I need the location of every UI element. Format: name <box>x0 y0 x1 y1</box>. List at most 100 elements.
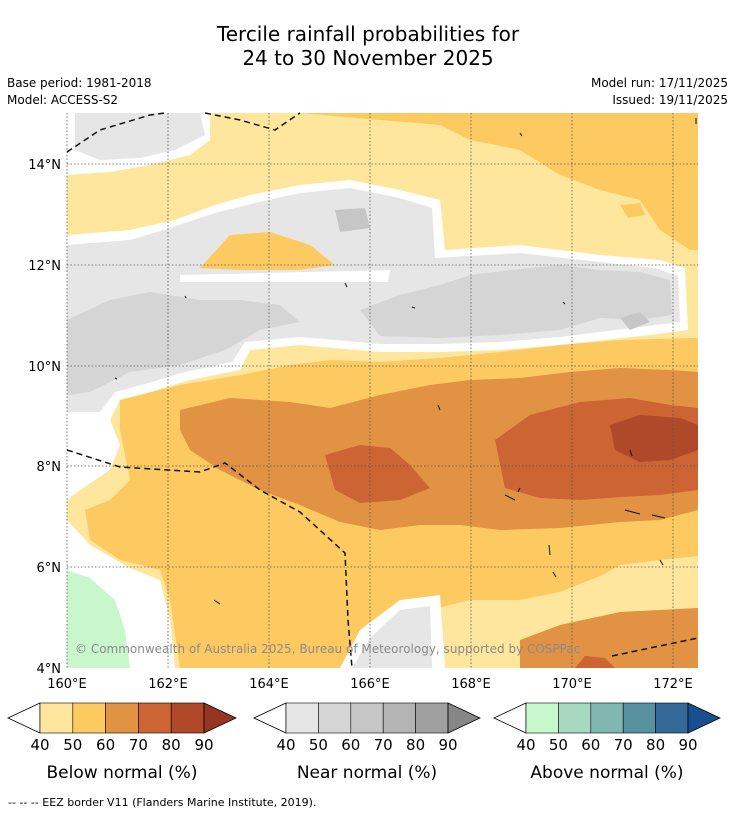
colorbar-extend-high <box>203 702 237 734</box>
lat-label: 6°N <box>37 561 62 576</box>
islands <box>114 118 697 605</box>
colorbar-tick-label: 40 <box>276 736 295 754</box>
region-below-40-50-se <box>585 556 698 605</box>
region-below-40-50-north <box>215 113 300 160</box>
colorbar-segment <box>72 702 106 734</box>
lon-label: 170°E <box>552 677 592 692</box>
island <box>629 449 633 457</box>
lon-label: 166°E <box>350 677 390 692</box>
colorbar-segment <box>285 702 319 734</box>
model-name: Model: ACCESS-S2 <box>7 93 119 107</box>
issued-date: Issued: 19/11/2025 <box>612 93 728 107</box>
island <box>114 377 118 380</box>
colorbar-tick-label: 50 <box>309 736 328 754</box>
model-run: Model run: 17/11/2025 <box>590 76 728 90</box>
probability-field <box>67 113 698 668</box>
colorbar-tick-label: 60 <box>341 736 360 754</box>
island <box>651 514 666 519</box>
island <box>437 404 441 411</box>
colorbar-extend-low <box>7 702 41 734</box>
colorbar-tick-label: 60 <box>96 736 115 754</box>
latitude-labels: 14°N 12°N 10°N 8°N 6°N 4°N <box>28 158 61 677</box>
region-near-40-50-center <box>67 188 680 412</box>
island <box>411 306 416 309</box>
island <box>519 132 523 137</box>
colorbar-title: Near normal (%) <box>297 763 437 783</box>
island <box>213 599 221 605</box>
region-below-50-60-blob <box>620 203 645 218</box>
gridlines <box>66 113 698 668</box>
colorbar-segment <box>655 702 689 734</box>
region-above-40-50 <box>67 570 130 668</box>
eez-borders <box>66 112 699 669</box>
lat-label: 8°N <box>37 460 62 475</box>
region-near-50-60-east <box>360 265 672 338</box>
colorbar-tick-label: 90 <box>194 736 213 754</box>
lon-label: 172°E <box>653 677 693 692</box>
colorbar-segment <box>525 702 559 734</box>
region-below-50-60-island <box>200 232 335 270</box>
colorbar-segment <box>138 702 172 734</box>
colorbars: 40 50 60 70 80 90 Below normal (%) 40 50 60 70 80 90… <box>7 702 721 783</box>
colorbar-tick-label: 40 <box>516 736 535 754</box>
colorbar-segment <box>170 702 205 734</box>
title-line-1: Tercile rainfall probabilities for <box>216 22 520 46</box>
region-white-west <box>67 420 120 500</box>
region-near-50-60-west <box>67 292 300 395</box>
eez-border-north-2 <box>204 112 301 131</box>
region-near-60-70 <box>335 208 370 232</box>
island <box>624 509 641 515</box>
lat-label: 12°N <box>28 259 61 274</box>
region-below-70-80-se <box>575 656 615 668</box>
lat-label: 14°N <box>28 158 61 173</box>
colorbar-segment <box>558 702 592 734</box>
colorbar-segment <box>318 702 352 734</box>
region-below-60-70-se <box>520 608 698 668</box>
region-near-60-70-east <box>620 312 650 330</box>
island <box>184 295 187 299</box>
copyright-text: © Commonwealth of Australia 2025, Bureau… <box>75 642 580 656</box>
colorbar-extend-low <box>253 702 287 734</box>
lon-label: 164°E <box>249 677 289 692</box>
colorbar-tick-label: 70 <box>129 736 148 754</box>
colorbar-segment <box>622 702 656 734</box>
region-below-50-60-north <box>300 113 698 250</box>
colorbar-tick-label: 80 <box>646 736 665 754</box>
colorbar-segment <box>39 702 74 734</box>
colorbar-extend-low <box>493 702 527 734</box>
colorbar-title: Above normal (%) <box>530 763 683 783</box>
lon-label: 168°E <box>451 677 491 692</box>
region-near-40-50-south <box>352 606 432 668</box>
island <box>659 559 664 566</box>
island <box>552 571 557 578</box>
eez-footnote: -- -- -- EEZ border V11 (Flanders Marine… <box>8 796 317 809</box>
colorbar-segment <box>105 702 139 734</box>
colorbar-segment <box>350 702 384 734</box>
base-period: Base period: 1981-2018 <box>7 76 152 90</box>
island <box>562 301 566 305</box>
colorbar-tick-label: 70 <box>374 736 393 754</box>
colorbar-above: 40 50 60 70 80 90 Above normal (%) <box>493 702 721 783</box>
lat-label: 10°N <box>28 360 61 375</box>
longitude-labels: 160°E 162°E 164°E 166°E 168°E 170°E 172°… <box>47 677 693 692</box>
colorbar-tick-label: 80 <box>406 736 425 754</box>
lon-label: 160°E <box>47 677 87 692</box>
colorbar-tick-label: 50 <box>63 736 82 754</box>
island <box>548 544 551 556</box>
colorbar-tick-label: 70 <box>614 736 633 754</box>
colorbar-tick-label: 50 <box>549 736 568 754</box>
colorbar-extend-high <box>687 702 721 734</box>
colorbar-tick-label: 60 <box>581 736 600 754</box>
lon-label: 162°E <box>148 677 188 692</box>
eez-border-se <box>611 637 699 657</box>
colorbar-tick-label: 90 <box>678 736 697 754</box>
eez-border-north <box>66 112 166 153</box>
eez-border-central <box>66 449 353 669</box>
colorbar-tick-label: 40 <box>30 736 49 754</box>
colorbar-tick-label: 80 <box>162 736 181 754</box>
colorbar-below: 40 50 60 70 80 90 Below normal (%) <box>7 702 237 783</box>
region-white-strip <box>180 270 390 282</box>
island <box>517 487 521 493</box>
